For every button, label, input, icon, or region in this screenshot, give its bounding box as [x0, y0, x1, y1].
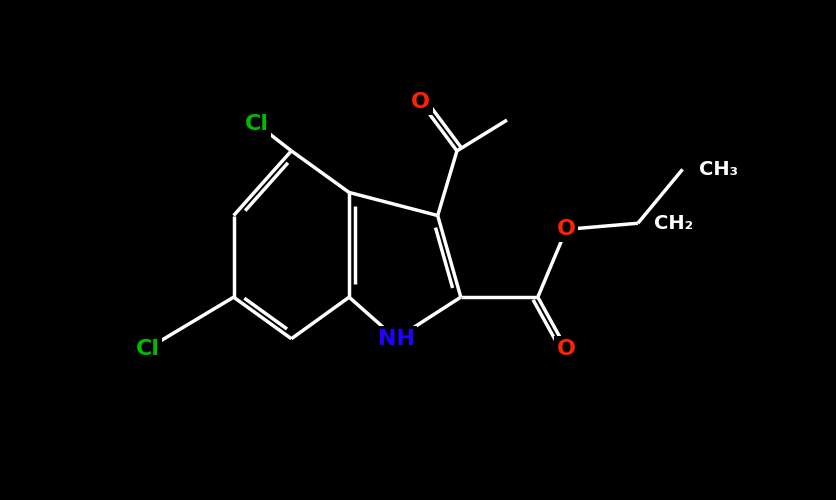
Text: O: O: [557, 220, 576, 240]
Text: Cl: Cl: [135, 339, 160, 359]
Text: NH: NH: [378, 328, 415, 348]
Text: O: O: [557, 339, 576, 359]
Text: Cl: Cl: [245, 114, 268, 134]
Text: CH₂: CH₂: [654, 214, 693, 233]
Text: CH₃: CH₃: [699, 160, 738, 179]
Text: O: O: [411, 92, 431, 112]
